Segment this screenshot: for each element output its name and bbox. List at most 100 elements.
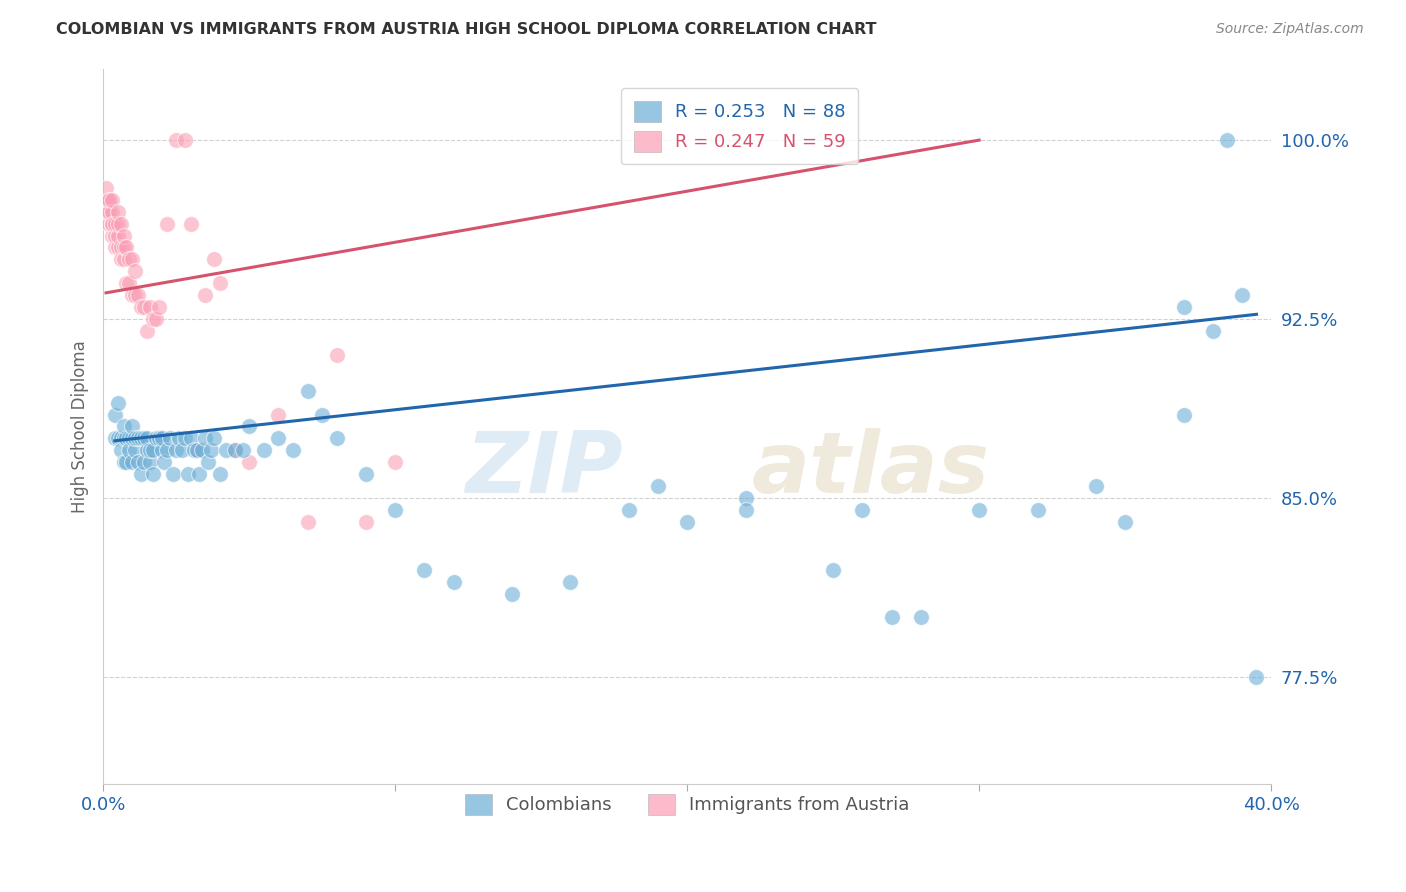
Point	[165, 443, 187, 458]
Point	[238, 455, 260, 469]
Point	[148, 300, 170, 314]
Point	[501, 586, 523, 600]
Point	[107, 395, 129, 409]
Point	[156, 217, 179, 231]
Point	[112, 431, 135, 445]
Point	[132, 431, 155, 445]
Point	[110, 252, 132, 267]
Point	[94, 181, 117, 195]
Point	[194, 288, 217, 302]
Point	[129, 467, 152, 482]
Point	[107, 240, 129, 254]
Point	[734, 503, 756, 517]
Point	[224, 443, 246, 458]
Point	[124, 288, 146, 302]
Point	[1202, 324, 1225, 338]
Point	[384, 503, 406, 517]
Point	[107, 217, 129, 231]
Point	[183, 443, 205, 458]
Point	[104, 228, 127, 243]
Point	[194, 431, 217, 445]
Point	[180, 217, 202, 231]
Point	[191, 443, 214, 458]
Point	[1026, 503, 1049, 517]
Point	[153, 455, 176, 469]
Text: ZIP: ZIP	[465, 428, 623, 511]
Point	[823, 563, 845, 577]
Point	[115, 277, 138, 291]
Point	[297, 515, 319, 529]
Point	[443, 574, 465, 589]
Point	[104, 408, 127, 422]
Point	[1216, 133, 1239, 147]
Point	[139, 443, 162, 458]
Point	[150, 431, 173, 445]
Point	[145, 312, 167, 326]
Point	[215, 443, 238, 458]
Point	[676, 515, 699, 529]
Point	[967, 503, 990, 517]
Point	[1114, 515, 1136, 529]
Point	[115, 431, 138, 445]
Point	[142, 312, 165, 326]
Point	[110, 431, 132, 445]
Point	[98, 204, 121, 219]
Point	[129, 431, 152, 445]
Point	[148, 431, 170, 445]
Point	[384, 455, 406, 469]
Point	[173, 431, 195, 445]
Point	[101, 217, 124, 231]
Point	[118, 443, 141, 458]
Point	[132, 455, 155, 469]
Point	[132, 300, 155, 314]
Point	[98, 193, 121, 207]
Point	[127, 455, 149, 469]
Point	[281, 443, 304, 458]
Point	[129, 300, 152, 314]
Point	[162, 467, 184, 482]
Point	[110, 217, 132, 231]
Point	[101, 193, 124, 207]
Text: Source: ZipAtlas.com: Source: ZipAtlas.com	[1216, 22, 1364, 37]
Point	[127, 288, 149, 302]
Point	[124, 443, 146, 458]
Point	[560, 574, 582, 589]
Point	[101, 228, 124, 243]
Point	[880, 610, 903, 624]
Point	[121, 431, 143, 445]
Point	[170, 443, 193, 458]
Point	[311, 408, 333, 422]
Point	[104, 217, 127, 231]
Point	[118, 431, 141, 445]
Point	[647, 479, 669, 493]
Point	[232, 443, 254, 458]
Point	[118, 252, 141, 267]
Point	[1173, 408, 1195, 422]
Point	[112, 419, 135, 434]
Point	[354, 467, 377, 482]
Point	[159, 431, 181, 445]
Point	[139, 300, 162, 314]
Point	[94, 193, 117, 207]
Point	[94, 204, 117, 219]
Point	[94, 193, 117, 207]
Point	[180, 431, 202, 445]
Point	[136, 324, 159, 338]
Point	[101, 204, 124, 219]
Point	[139, 455, 162, 469]
Point	[112, 228, 135, 243]
Point	[142, 467, 165, 482]
Point	[110, 240, 132, 254]
Text: atlas: atlas	[751, 428, 990, 511]
Point	[121, 455, 143, 469]
Point	[238, 419, 260, 434]
Point	[202, 431, 225, 445]
Point	[98, 193, 121, 207]
Point	[112, 455, 135, 469]
Point	[110, 443, 132, 458]
Point	[150, 443, 173, 458]
Point	[910, 610, 932, 624]
Point	[121, 252, 143, 267]
Point	[98, 204, 121, 219]
Point	[297, 384, 319, 398]
